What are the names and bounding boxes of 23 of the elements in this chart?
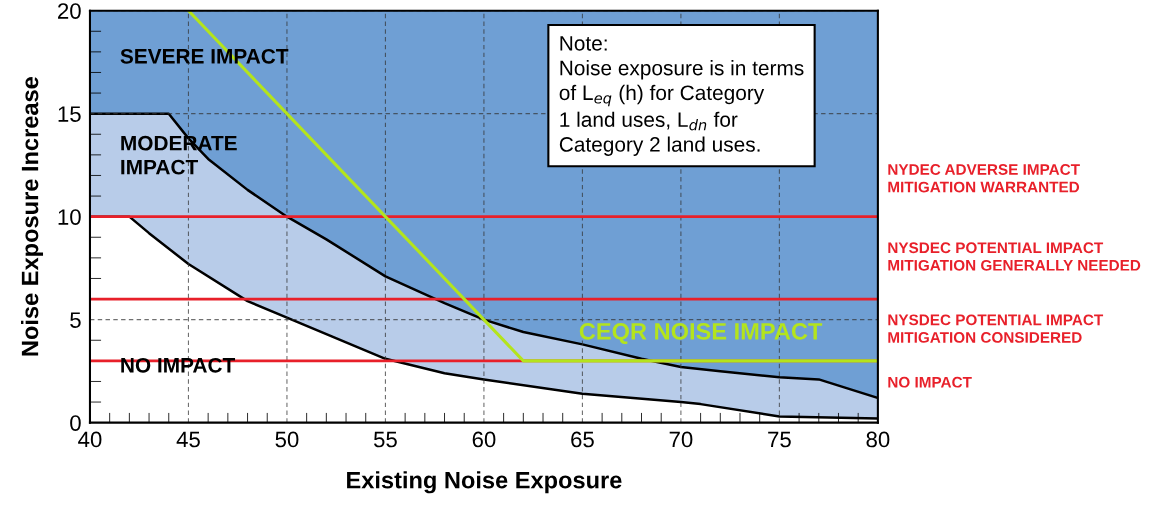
x-tick-label: 55	[373, 431, 397, 448]
x-tick-label: 50	[275, 431, 299, 448]
x-tick-label: 75	[768, 431, 791, 448]
x-tick-label: 70	[669, 431, 693, 448]
y-tick-label: 0	[70, 415, 81, 431]
text: NYDEC ADVERSE IMPACT MITIGATION WARRANTED	[888, 164, 1080, 193]
x-tick-label: 40	[78, 431, 102, 448]
y-axis-title: Noise Exposure Increase	[21, 77, 44, 356]
x-tick-label: 45	[176, 431, 200, 448]
text: NO IMPACT	[888, 376, 972, 388]
text: Note: Noise exposure is in terms of L$_{eq}$ (h) for Category 1 land uses, L$_{dn}$ for Category 2 land uses.	[559, 36, 804, 156]
y-tick-label: 15	[58, 106, 81, 122]
x-tick-label: 65	[571, 431, 594, 448]
x-axis-title: Existing Noise Exposure	[347, 471, 622, 494]
text: NYSDEC POTENTIAL IMPACT MITIGATION GENERALLY NEEDED	[888, 242, 1141, 271]
x-tick-label: 60	[472, 431, 496, 448]
y-tick-label: 5	[70, 312, 81, 328]
x-tick-label: 80	[866, 431, 890, 448]
text: NYSDEC POTENTIAL IMPACT MITIGATION CONSIDERED	[888, 314, 1104, 343]
y-tick-label: 20	[58, 3, 81, 19]
y-tick-label: 10	[58, 209, 81, 225]
series-label: CEQR NOISE IMPACT	[579, 322, 823, 345]
annotation: NO IMPACT	[121, 357, 236, 373]
